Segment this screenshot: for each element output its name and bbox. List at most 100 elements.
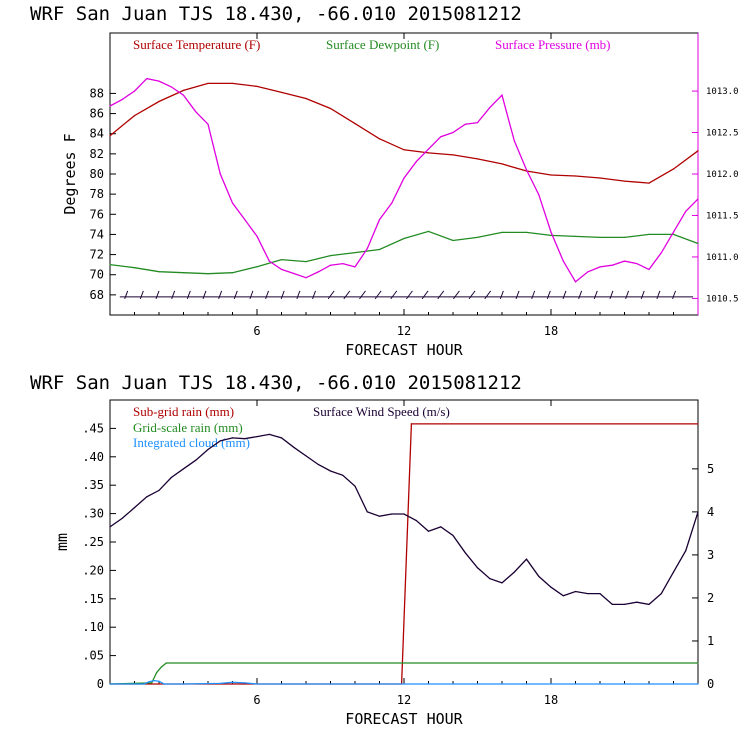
wind-barb [327, 290, 335, 300]
data-point [207, 273, 209, 275]
series-line-1 [110, 423, 698, 685]
data-point [207, 123, 209, 125]
y2-tick-label: 1011.0 [706, 253, 739, 263]
wind-barb [531, 290, 536, 300]
data-point [366, 511, 368, 513]
data-point [280, 259, 283, 261]
data-point [133, 507, 136, 509]
data-point [354, 123, 356, 125]
data-point [611, 264, 613, 266]
data-point [256, 683, 258, 685]
data-point [151, 682, 153, 684]
data-point [697, 198, 699, 200]
data-point [165, 662, 167, 664]
data-point [489, 107, 491, 109]
data-point [170, 476, 172, 479]
data-point [378, 248, 381, 251]
y-tick-label: 72 [90, 248, 104, 262]
wind-barb [640, 290, 645, 300]
data-point [403, 149, 405, 151]
data-point [427, 152, 430, 154]
data-point [256, 266, 258, 268]
data-point [133, 267, 136, 269]
wind-barb [249, 290, 254, 300]
y-axis-title: mm [53, 533, 71, 551]
data-point [121, 98, 123, 100]
data-point [354, 266, 356, 268]
wind-barb [390, 290, 398, 300]
data-point [153, 680, 155, 682]
data-point [672, 168, 675, 170]
data-point [378, 138, 381, 140]
data-point [182, 468, 185, 470]
data-point [587, 271, 589, 273]
data-point [452, 239, 454, 242]
y-tick-label: 70 [90, 268, 104, 282]
data-point [562, 260, 564, 262]
y-tick-label: 68 [90, 288, 104, 302]
data-point [550, 174, 552, 176]
data-point [574, 175, 577, 177]
y2-tick-label: 1010.5 [706, 294, 739, 304]
series-line-2 [109, 230, 699, 275]
data-point [391, 202, 393, 204]
data-point [697, 683, 699, 685]
data-point [293, 446, 295, 448]
data-point [329, 107, 332, 110]
data-point [244, 438, 246, 440]
data-point [464, 552, 466, 554]
data-point [427, 148, 430, 150]
data-point [109, 683, 111, 685]
wind-barb [546, 290, 551, 300]
data-point [329, 470, 332, 472]
data-point [672, 571, 675, 573]
data-point [623, 603, 626, 606]
data-point [476, 567, 479, 569]
data-point [133, 115, 136, 117]
data-point [513, 140, 515, 142]
data-point [305, 261, 307, 263]
data-point [660, 593, 662, 595]
data-point [170, 86, 172, 88]
data-point [685, 550, 687, 552]
data-point [231, 681, 234, 683]
data-point [501, 163, 503, 165]
data-point [109, 526, 111, 528]
y-tick-label: 74 [90, 227, 104, 241]
data-point [525, 169, 528, 171]
data-point [599, 266, 601, 268]
data-point [231, 437, 234, 439]
wind-barb [218, 290, 223, 300]
data-point [391, 513, 393, 515]
data-point [636, 263, 638, 265]
y2-tick-label: 1 [707, 634, 714, 648]
data-point [550, 231, 552, 233]
y-tick-label: .35 [82, 478, 104, 492]
data-point [158, 680, 160, 682]
data-point [231, 272, 234, 274]
y-tick-label: 82 [90, 147, 104, 161]
data-point [648, 603, 650, 606]
data-point [525, 558, 528, 560]
data-point [305, 97, 307, 100]
data-point [244, 682, 246, 684]
y2-tick-label: 1013.0 [706, 87, 739, 97]
y-tick-label: 78 [90, 187, 104, 201]
data-point [146, 496, 148, 498]
data-point [648, 182, 650, 184]
data-point [256, 436, 258, 438]
chart-title: WRF San Juan TJS 18.430, -66.010 2015081… [30, 3, 522, 25]
data-point [182, 94, 185, 96]
data-point [219, 440, 221, 442]
y2-tick-label: 1012.0 [706, 170, 739, 180]
chart-title: WRF San Juan TJS 18.430, -66.010 2015081… [30, 372, 522, 394]
data-point [452, 131, 454, 134]
data-point [244, 219, 246, 221]
data-point [427, 230, 430, 232]
data-point [672, 233, 675, 235]
series-line-3 [109, 77, 699, 283]
data-point [697, 511, 699, 513]
data-point [256, 85, 258, 87]
data-point [550, 586, 552, 588]
